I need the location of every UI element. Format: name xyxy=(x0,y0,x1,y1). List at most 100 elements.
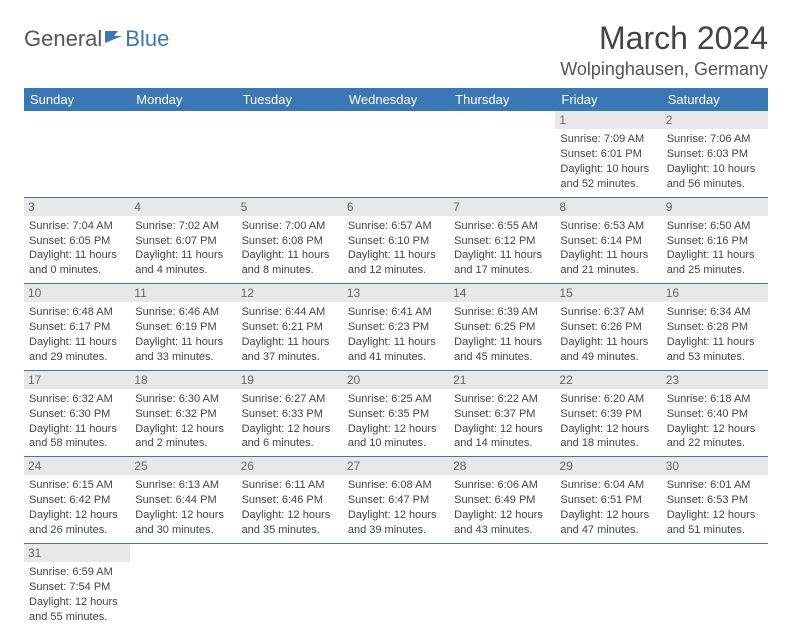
sunrise-text: Sunrise: 6:06 AM xyxy=(454,478,550,493)
calendar-day: 5Sunrise: 7:00 AMSunset: 6:08 PMDaylight… xyxy=(237,197,343,284)
sunset-text: Sunset: 6:01 PM xyxy=(560,147,656,162)
calendar-day: 27Sunrise: 6:08 AMSunset: 6:47 PMDayligh… xyxy=(343,457,449,544)
calendar-day: 24Sunrise: 6:15 AMSunset: 6:42 PMDayligh… xyxy=(24,457,130,544)
sunrise-text: Sunrise: 6:25 AM xyxy=(348,392,444,407)
day-number: 2 xyxy=(662,111,768,129)
daylight-text: Daylight: 12 hours and 2 minutes. xyxy=(135,422,231,452)
calendar-day: 15Sunrise: 6:37 AMSunset: 6:26 PMDayligh… xyxy=(555,284,661,371)
sunrise-text: Sunrise: 6:46 AM xyxy=(135,305,231,320)
day-number: 28 xyxy=(449,457,555,475)
sunset-text: Sunset: 6:25 PM xyxy=(454,320,550,335)
sunset-text: Sunset: 6:14 PM xyxy=(560,234,656,249)
calendar-day-empty xyxy=(130,543,236,629)
sunrise-text: Sunrise: 6:59 AM xyxy=(29,565,125,580)
day-number: 6 xyxy=(343,198,449,216)
day-number: 15 xyxy=(555,284,661,302)
sunrise-text: Sunrise: 6:27 AM xyxy=(242,392,338,407)
weekday-row: SundayMondayTuesdayWednesdayThursdayFrid… xyxy=(24,88,768,111)
calendar-day: 22Sunrise: 6:20 AMSunset: 6:39 PMDayligh… xyxy=(555,370,661,457)
daylight-text: Daylight: 11 hours and 29 minutes. xyxy=(29,335,125,365)
daylight-text: Daylight: 12 hours and 51 minutes. xyxy=(667,508,763,538)
day-number: 29 xyxy=(555,457,661,475)
calendar-row: 3Sunrise: 7:04 AMSunset: 6:05 PMDaylight… xyxy=(24,197,768,284)
daylight-text: Daylight: 11 hours and 41 minutes. xyxy=(348,335,444,365)
weekday-header: Saturday xyxy=(662,88,768,111)
sunrise-text: Sunrise: 6:11 AM xyxy=(242,478,338,493)
location-text: Wolpinghausen, Germany xyxy=(560,59,768,80)
calendar-day: 1Sunrise: 7:09 AMSunset: 6:01 PMDaylight… xyxy=(555,111,661,197)
sunset-text: Sunset: 6:32 PM xyxy=(135,407,231,422)
calendar-day-empty xyxy=(662,543,768,629)
calendar-day: 30Sunrise: 6:01 AMSunset: 6:53 PMDayligh… xyxy=(662,457,768,544)
weekday-header: Sunday xyxy=(24,88,130,111)
daylight-text: Daylight: 12 hours and 10 minutes. xyxy=(348,422,444,452)
sunset-text: Sunset: 6:53 PM xyxy=(667,493,763,508)
day-number: 24 xyxy=(24,457,130,475)
sunset-text: Sunset: 6:30 PM xyxy=(29,407,125,422)
day-number: 10 xyxy=(24,284,130,302)
daylight-text: Daylight: 12 hours and 14 minutes. xyxy=(454,422,550,452)
day-number: 7 xyxy=(449,198,555,216)
daylight-text: Daylight: 11 hours and 8 minutes. xyxy=(242,248,338,278)
sunset-text: Sunset: 6:44 PM xyxy=(135,493,231,508)
day-number: 14 xyxy=(449,284,555,302)
daylight-text: Daylight: 12 hours and 22 minutes. xyxy=(667,422,763,452)
sunrise-text: Sunrise: 7:02 AM xyxy=(135,219,231,234)
calendar-day: 23Sunrise: 6:18 AMSunset: 6:40 PMDayligh… xyxy=(662,370,768,457)
sunset-text: Sunset: 6:21 PM xyxy=(242,320,338,335)
calendar-day-empty xyxy=(343,111,449,197)
calendar-day: 2Sunrise: 7:06 AMSunset: 6:03 PMDaylight… xyxy=(662,111,768,197)
daylight-text: Daylight: 12 hours and 47 minutes. xyxy=(560,508,656,538)
day-number: 22 xyxy=(555,371,661,389)
calendar-day: 12Sunrise: 6:44 AMSunset: 6:21 PMDayligh… xyxy=(237,284,343,371)
day-number: 11 xyxy=(130,284,236,302)
calendar-day-empty xyxy=(24,111,130,197)
day-number: 21 xyxy=(449,371,555,389)
calendar-day: 31Sunrise: 6:59 AMSunset: 7:54 PMDayligh… xyxy=(24,543,130,629)
calendar-day: 29Sunrise: 6:04 AMSunset: 6:51 PMDayligh… xyxy=(555,457,661,544)
sunset-text: Sunset: 6:28 PM xyxy=(667,320,763,335)
sunrise-text: Sunrise: 7:06 AM xyxy=(667,132,763,147)
day-number: 23 xyxy=(662,371,768,389)
calendar-day-empty xyxy=(237,543,343,629)
daylight-text: Daylight: 11 hours and 33 minutes. xyxy=(135,335,231,365)
sunset-text: Sunset: 6:23 PM xyxy=(348,320,444,335)
sunrise-text: Sunrise: 6:55 AM xyxy=(454,219,550,234)
sunrise-text: Sunrise: 7:09 AM xyxy=(560,132,656,147)
calendar-day: 8Sunrise: 6:53 AMSunset: 6:14 PMDaylight… xyxy=(555,197,661,284)
daylight-text: Daylight: 11 hours and 58 minutes. xyxy=(29,422,125,452)
day-number: 12 xyxy=(237,284,343,302)
sunrise-text: Sunrise: 6:18 AM xyxy=(667,392,763,407)
sunset-text: Sunset: 6:35 PM xyxy=(348,407,444,422)
day-number: 17 xyxy=(24,371,130,389)
day-number: 13 xyxy=(343,284,449,302)
calendar-row: 10Sunrise: 6:48 AMSunset: 6:17 PMDayligh… xyxy=(24,284,768,371)
month-title: March 2024 xyxy=(560,20,768,57)
day-number: 26 xyxy=(237,457,343,475)
day-number: 31 xyxy=(24,544,130,562)
weekday-header: Monday xyxy=(130,88,236,111)
calendar-day: 25Sunrise: 6:13 AMSunset: 6:44 PMDayligh… xyxy=(130,457,236,544)
sunrise-text: Sunrise: 6:30 AM xyxy=(135,392,231,407)
sunset-text: Sunset: 6:26 PM xyxy=(560,320,656,335)
sunset-text: Sunset: 6:10 PM xyxy=(348,234,444,249)
calendar-day-empty xyxy=(555,543,661,629)
sunset-text: Sunset: 6:17 PM xyxy=(29,320,125,335)
calendar-day: 16Sunrise: 6:34 AMSunset: 6:28 PMDayligh… xyxy=(662,284,768,371)
calendar-head: SundayMondayTuesdayWednesdayThursdayFrid… xyxy=(24,88,768,111)
calendar-row: 24Sunrise: 6:15 AMSunset: 6:42 PMDayligh… xyxy=(24,457,768,544)
day-number: 3 xyxy=(24,198,130,216)
sunrise-text: Sunrise: 6:32 AM xyxy=(29,392,125,407)
daylight-text: Daylight: 11 hours and 49 minutes. xyxy=(560,335,656,365)
daylight-text: Daylight: 12 hours and 26 minutes. xyxy=(29,508,125,538)
sunset-text: Sunset: 6:03 PM xyxy=(667,147,763,162)
calendar-day: 11Sunrise: 6:46 AMSunset: 6:19 PMDayligh… xyxy=(130,284,236,371)
sunrise-text: Sunrise: 7:00 AM xyxy=(242,219,338,234)
logo-text-general: General xyxy=(24,26,102,52)
calendar-day-empty xyxy=(130,111,236,197)
day-number: 16 xyxy=(662,284,768,302)
sunrise-text: Sunrise: 6:41 AM xyxy=(348,305,444,320)
sunset-text: Sunset: 6:47 PM xyxy=(348,493,444,508)
sunset-text: Sunset: 6:05 PM xyxy=(29,234,125,249)
logo-text-blue: Blue xyxy=(125,26,169,52)
